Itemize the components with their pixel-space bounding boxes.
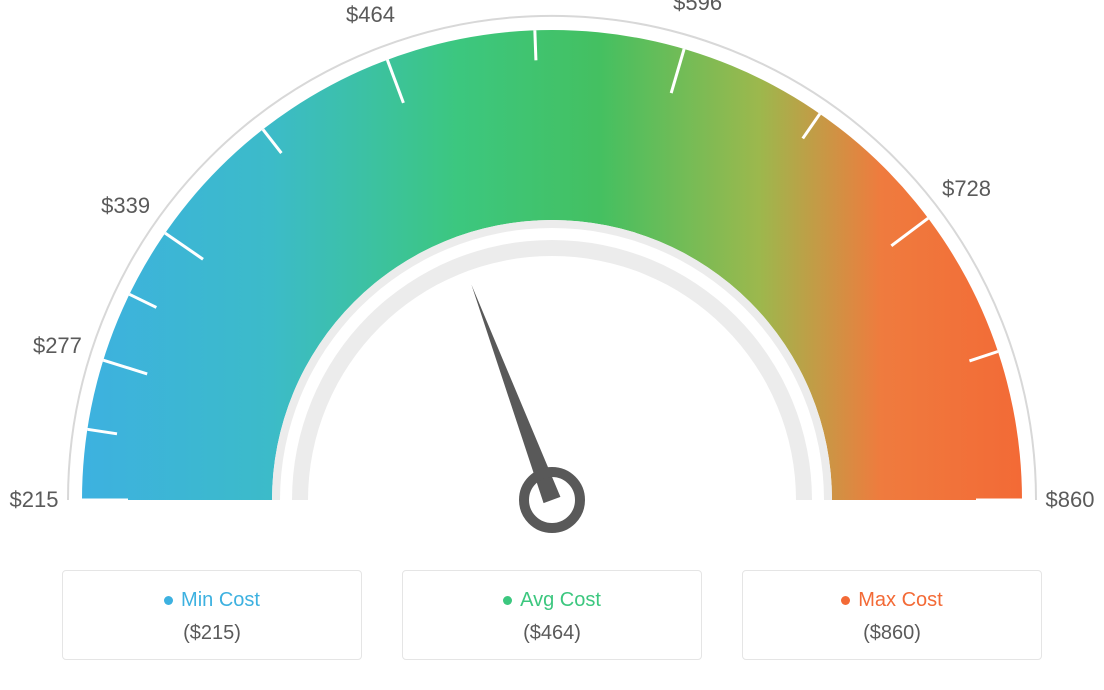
gauge-svg	[0, 0, 1104, 560]
legend-dot-max	[841, 596, 850, 605]
legend-title-min: Min Cost	[164, 589, 260, 612]
legend-card-min: Min Cost ($215)	[62, 570, 362, 660]
tick-label: $728	[942, 176, 991, 202]
legend-title-avg: Avg Cost	[503, 589, 601, 612]
legend-dot-avg	[503, 596, 512, 605]
legend-card-max: Max Cost ($860)	[742, 570, 1042, 660]
gauge-container: $215 $277 $339 $464 $596 $728 $860	[0, 0, 1104, 560]
legend-label-max: Max Cost	[858, 589, 942, 612]
legend-title-max: Max Cost	[841, 589, 942, 612]
legend-value-min: ($215)	[63, 622, 361, 645]
legend-value-max: ($860)	[743, 622, 1041, 645]
legend-value-avg: ($464)	[403, 622, 701, 645]
tick-label: $464	[346, 2, 395, 28]
tick-label: $215	[10, 487, 59, 513]
tick-label: $277	[33, 333, 82, 359]
legend-dot-min	[164, 596, 173, 605]
tick-label: $596	[673, 0, 722, 16]
legend-label-min: Min Cost	[181, 589, 260, 612]
legend-label-avg: Avg Cost	[520, 589, 601, 612]
tick-label: $860	[1046, 487, 1095, 513]
legend-card-avg: Avg Cost ($464)	[402, 570, 702, 660]
tick-label: $339	[101, 193, 150, 219]
legend-row: Min Cost ($215) Avg Cost ($464) Max Cost…	[0, 570, 1104, 660]
